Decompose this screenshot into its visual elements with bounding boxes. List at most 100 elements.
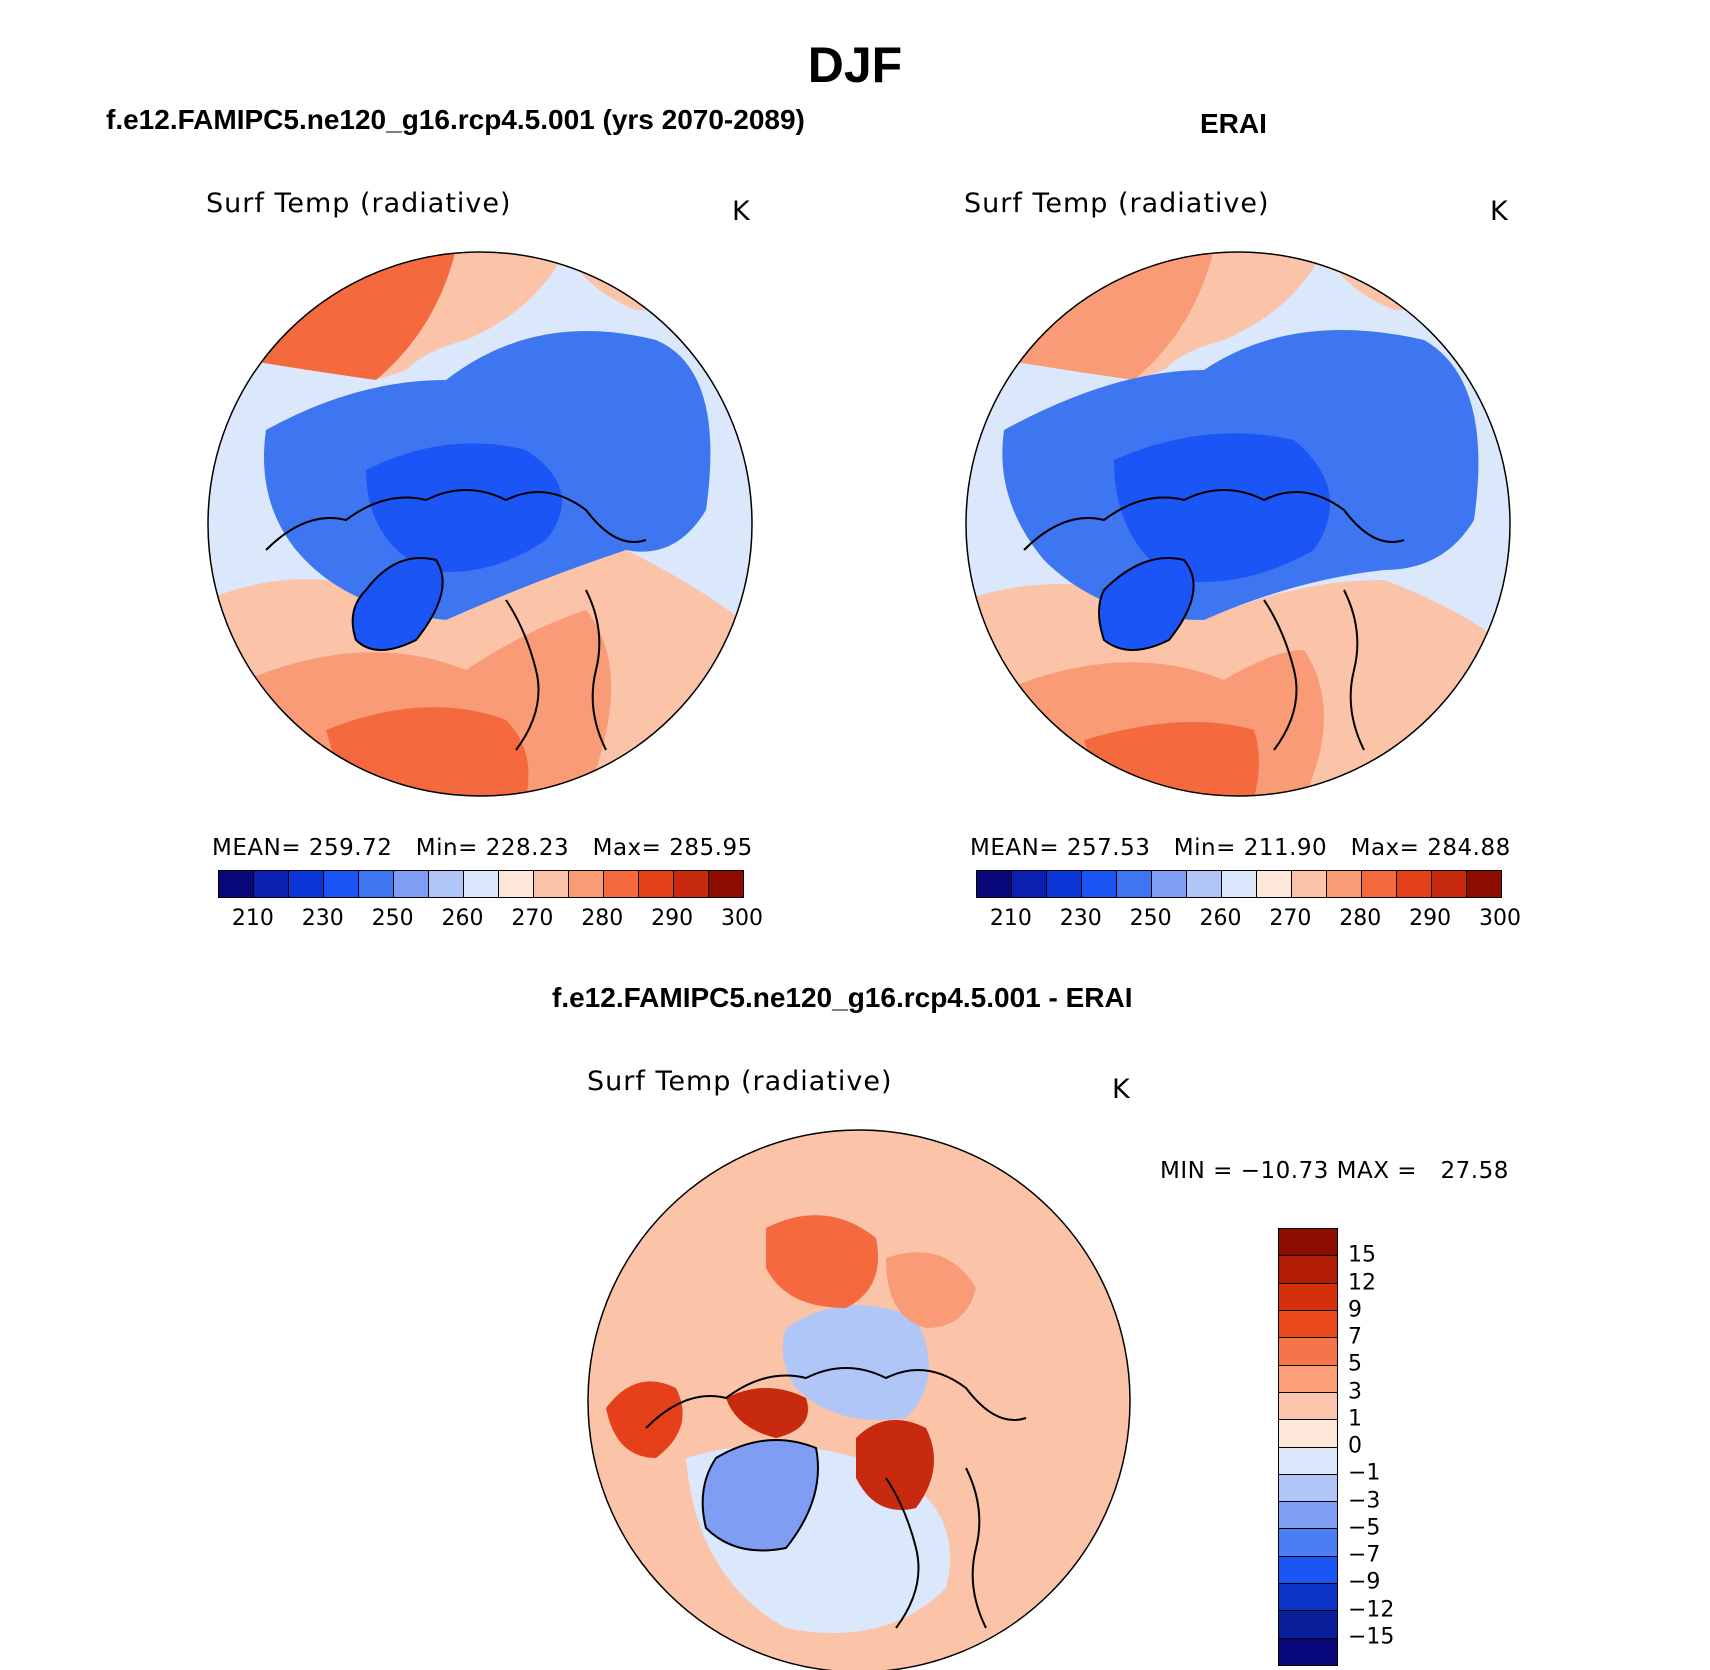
cool-patch — [782, 1305, 929, 1420]
panel-diff-colorbar-ticks: 15 12 9 7 5 3 1 0 −1 −3 −5 −7 −9 −12 −15 — [1348, 1228, 1428, 1664]
colorbar-swatch — [324, 871, 359, 897]
colorbar-swatch — [1279, 1256, 1337, 1284]
colorbar-swatch — [394, 871, 429, 897]
coastline — [1023, 489, 1405, 751]
colorbar-swatch — [1279, 1283, 1337, 1311]
panel-diff-units: K — [1112, 1074, 1130, 1105]
warm-hot — [326, 707, 529, 796]
panel-diff-title: f.e12.FAMIPC5.ne120_g16.rcp4.5.001 - ERA… — [552, 982, 1133, 1013]
colorbar-swatch — [709, 871, 743, 897]
colorbar-tick-label: −1 — [1348, 1460, 1381, 1486]
colorbar-swatch — [1257, 871, 1292, 897]
warm-hot — [1084, 722, 1259, 796]
pacific-warm-2 — [1134, 252, 1324, 380]
colorbar-swatch — [1279, 1229, 1337, 1257]
colorbar-swatch — [1327, 871, 1362, 897]
cold-core — [1114, 433, 1330, 582]
colorbar-tick-label: −3 — [1348, 1488, 1381, 1513]
colorbar-tick-label: −5 — [1348, 1515, 1381, 1541]
colorbar-swatch — [1279, 1338, 1337, 1366]
colorbar-swatch — [499, 871, 534, 897]
colorbar-tick-label: 230 — [301, 906, 344, 931]
colorbar-tick-label: −9 — [1348, 1569, 1381, 1595]
panel-obs-variable: Surf Temp (radiative) — [964, 188, 1270, 219]
colorbar-tick-label: −15 — [1348, 1624, 1395, 1650]
coastline — [265, 489, 647, 751]
colorbar-swatch — [1279, 1310, 1337, 1339]
colorbar-swatch — [1279, 1474, 1337, 1503]
warm-hotspot-4 — [886, 1252, 976, 1328]
colorbar-tick-label: 300 — [1479, 906, 1521, 931]
colorbar-swatch — [289, 871, 324, 897]
colorbar-swatch — [1467, 871, 1501, 897]
colorbar-tick-label: 7 — [1348, 1324, 1362, 1350]
colorbar-swatch — [534, 871, 569, 897]
panel-obs-units: K — [1490, 196, 1508, 227]
colorbar-tick-label: 290 — [1409, 906, 1452, 931]
colorbar-swatch — [1279, 1420, 1337, 1448]
colorbar-swatch — [219, 871, 254, 897]
colorbar-tick-label: 280 — [1339, 906, 1382, 931]
colorbar-tick-label: 290 — [651, 906, 694, 931]
cold-core — [366, 443, 562, 572]
panel-diff-stats: MIN = −10.73 MAX = 27.58 — [1160, 1158, 1509, 1184]
colorbar-tick-label: −7 — [1348, 1542, 1381, 1568]
cool-greenland — [701, 1439, 819, 1552]
panel-model-map — [207, 251, 753, 797]
pacific-warm-2 — [376, 252, 566, 380]
colorbar-swatch — [1222, 871, 1257, 897]
map-outline — [207, 251, 753, 797]
colorbar-swatch — [639, 871, 674, 897]
colorbar-swatch — [464, 871, 499, 897]
colorbar-swatch — [1279, 1556, 1337, 1585]
colorbar-swatch — [1279, 1611, 1337, 1639]
colorbar-swatch — [1362, 871, 1397, 897]
panel-model-title: f.e12.FAMIPC5.ne120_g16.rcp4.5.001 (yrs … — [106, 104, 805, 135]
colorbar-swatch — [359, 871, 394, 897]
colorbar-swatch — [977, 871, 1012, 897]
colorbar-swatch — [254, 871, 289, 897]
panel-obs-title: ERAI — [1200, 108, 1267, 139]
colorbar-tick-label: 12 — [1348, 1270, 1376, 1295]
main-title: DJF — [807, 37, 903, 93]
warm-hotspot-2 — [856, 1420, 934, 1510]
colorbar-swatch — [674, 871, 709, 897]
colorbar-swatch — [1279, 1392, 1337, 1421]
panel-model-colorbar-ticks: 210 230 250 260 270 280 290 300 — [218, 906, 763, 932]
colorbar-swatch — [1397, 871, 1432, 897]
colorbar-swatch — [1012, 871, 1047, 897]
colorbar-swatch — [1279, 1502, 1337, 1530]
colorbar-tick-label: 260 — [1199, 906, 1242, 931]
colorbar-tick-label: 15 — [1348, 1242, 1376, 1268]
map-outline — [965, 251, 1511, 797]
colorbar-tick-label: 9 — [1348, 1297, 1362, 1323]
panel-diff-map — [587, 1129, 1131, 1670]
colorbar-swatch — [1279, 1584, 1337, 1612]
colorbar-swatch — [1082, 871, 1117, 897]
colorbar-tick-label: 270 — [511, 906, 554, 931]
panel-model-variable: Surf Temp (radiative) — [206, 188, 512, 219]
panel-obs-colorbar — [976, 870, 1502, 898]
colorbar-swatch — [1279, 1365, 1337, 1393]
colorbar-tick-label: 260 — [441, 906, 484, 931]
colorbar-swatch — [1152, 871, 1187, 897]
colorbar-tick-label: 0 — [1348, 1433, 1362, 1459]
colorbar-tick-label: −12 — [1348, 1597, 1395, 1622]
panel-obs-colorbar-ticks: 210 230 250 260 270 280 290 300 — [976, 906, 1521, 932]
panel-model-units: K — [732, 196, 750, 227]
colorbar-swatch — [1292, 871, 1327, 897]
map-outline — [587, 1129, 1131, 1670]
panel-diff-variable: Surf Temp (radiative) — [587, 1066, 893, 1097]
colorbar-swatch — [1187, 871, 1222, 897]
greenland — [351, 557, 444, 651]
colorbar-tick-label: 5 — [1348, 1351, 1362, 1377]
colorbar-tick-label: 250 — [1129, 906, 1172, 931]
colorbar-tick-label: 1 — [1348, 1406, 1362, 1432]
colorbar-swatch — [1279, 1638, 1337, 1665]
colorbar-tick-label: 300 — [721, 906, 763, 931]
colorbar-tick-label: 280 — [581, 906, 624, 931]
colorbar-tick-label: 270 — [1269, 906, 1312, 931]
coastline — [645, 1367, 1027, 1629]
warm-hotspot-3 — [766, 1215, 878, 1308]
colorbar-swatch — [1047, 871, 1082, 897]
